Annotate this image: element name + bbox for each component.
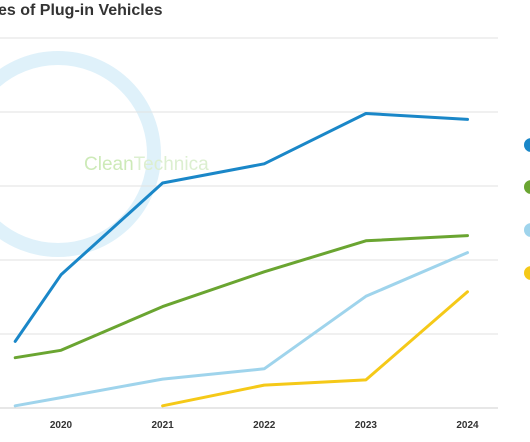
series-line-1 <box>13 112 469 343</box>
x-axis: 2020 2021 2022 2023 2024 <box>50 420 479 431</box>
chart-title: es of Plug-in Vehicles <box>0 2 163 19</box>
chart-legend <box>524 138 530 280</box>
x-tick-label: 2020 <box>50 420 73 431</box>
chart-series <box>13 112 469 408</box>
x-tick-label: 2023 <box>355 420 378 431</box>
watermark-text: CleanTechnica <box>84 154 209 175</box>
legend-marker-4 <box>524 266 530 280</box>
series-line-4 <box>161 290 469 408</box>
legend-marker-3 <box>524 223 530 237</box>
x-tick-label: 2022 <box>253 420 276 431</box>
legend-marker-2 <box>524 180 530 194</box>
legend-marker-1 <box>524 138 530 152</box>
x-tick-label: 2021 <box>151 420 174 431</box>
chart-gridlines <box>0 37 498 409</box>
x-tick-label: 2024 <box>456 420 479 431</box>
series-line-2 <box>13 234 469 360</box>
cleantechnica-watermark: CleanTechnica <box>0 51 209 257</box>
series-line-3 <box>13 251 469 408</box>
watermark-plug-icon <box>0 51 161 257</box>
